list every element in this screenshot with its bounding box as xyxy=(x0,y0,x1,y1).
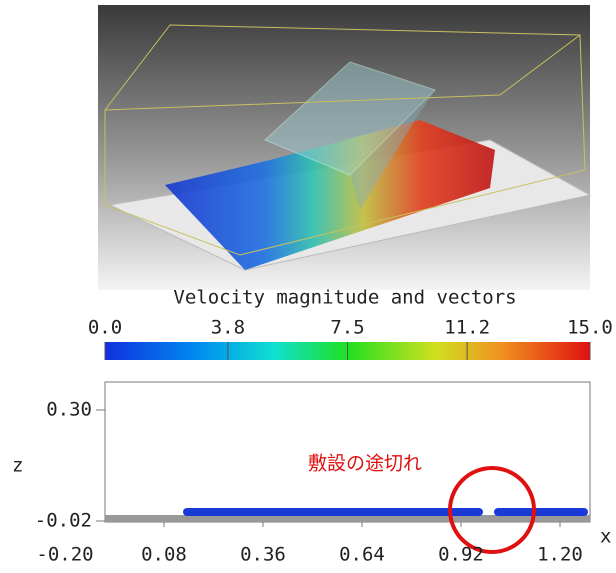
colorbar-tick-label: 3.8 xyxy=(211,317,245,339)
annotation: 敷設の途切れ xyxy=(308,453,422,475)
x-tick-label: 0.92 xyxy=(438,544,484,566)
figure: Velocity magnitude and vectors z x 敷設の途切… xyxy=(0,0,616,573)
x-axis-label: x xyxy=(600,526,611,548)
x-tick-label: -0.20 xyxy=(36,544,93,566)
x-tick-label: 0.64 xyxy=(339,544,385,566)
bed xyxy=(105,515,590,522)
flow-layer xyxy=(494,508,588,516)
x-tick-label: 0.36 xyxy=(240,544,286,566)
y-tick-label: 0.30 xyxy=(46,399,92,421)
colorbar-tick-label: 11.2 xyxy=(444,317,490,339)
colorbar-tick-label: 15.0 xyxy=(567,317,613,339)
x-tick-label: 0.08 xyxy=(141,544,187,566)
colorbar-title: Velocity magnitude and vectors xyxy=(173,287,516,309)
y-axis-label: z xyxy=(12,455,23,477)
flow-layer xyxy=(183,508,483,516)
x-tick-label: 1.20 xyxy=(537,544,583,566)
colorbar-tick-label: 0.0 xyxy=(88,317,122,339)
y-tick-label: -0.02 xyxy=(35,510,92,532)
render-3d xyxy=(98,5,590,290)
colorbar-tick-label: 7.5 xyxy=(330,317,364,339)
